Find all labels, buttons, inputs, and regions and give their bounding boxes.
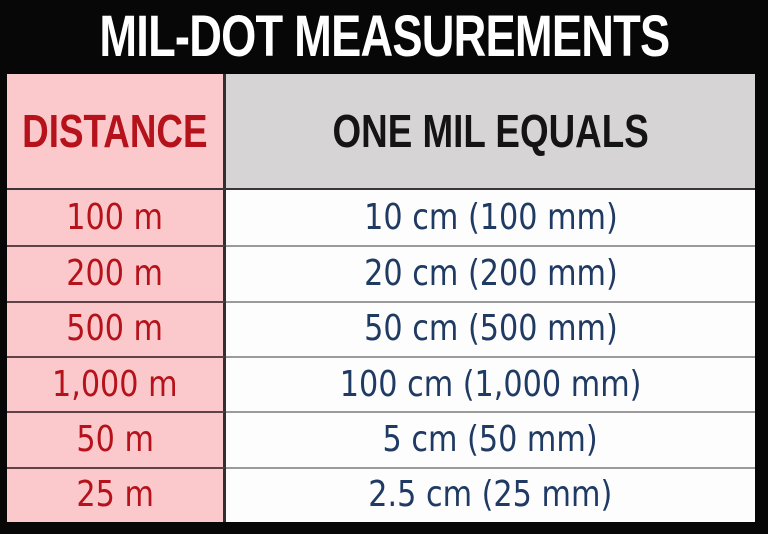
distance-value: 50 m (76, 418, 154, 460)
cell-distance: 25 m (7, 466, 226, 522)
cell-distance: 100 m (7, 190, 226, 246)
header-cell-distance: DISTANCE (7, 74, 226, 188)
cell-one-mil-equals: 20 cm (200 mm) (226, 245, 755, 301)
one-mil-equals-value: 20 cm (200 mm) (363, 252, 618, 294)
column-header-one-mil-equals: ONE MIL EQUALS (332, 105, 649, 157)
one-mil-equals-value: 5 cm (50 mm) (382, 418, 599, 460)
cell-distance: 1,000 m (7, 355, 226, 412)
cell-distance: 50 m (7, 411, 226, 467)
cell-distance: 500 m (7, 300, 226, 356)
mil-dot-table: DISTANCE ONE MIL EQUALS 100 m 10 cm (100… (7, 74, 755, 522)
table-header-row: DISTANCE ONE MIL EQUALS (7, 74, 755, 190)
distance-value: 500 m (66, 308, 164, 350)
cell-distance: 200 m (7, 245, 226, 301)
cell-one-mil-equals: 10 cm (100 mm) (226, 190, 755, 246)
table-row: 1,000 m 100 cm (1,000 mm) (7, 355, 755, 412)
cell-one-mil-equals: 50 cm (500 mm) (226, 300, 755, 356)
title-bar: MIL-DOT MEASUREMENTS (0, 0, 768, 74)
one-mil-equals-value: 10 cm (100 mm) (363, 196, 618, 238)
cell-one-mil-equals: 5 cm (50 mm) (226, 411, 755, 467)
cell-one-mil-equals: 2.5 cm (25 mm) (226, 466, 755, 522)
cell-one-mil-equals: 100 cm (1,000 mm) (226, 355, 755, 412)
table-row: 500 m 50 cm (500 mm) (7, 300, 755, 356)
header-cell-one-mil-equals: ONE MIL EQUALS (226, 74, 755, 188)
distance-value: 100 m (66, 196, 164, 238)
one-mil-equals-value: 2.5 cm (25 mm) (368, 474, 613, 516)
table-row: 50 m 5 cm (50 mm) (7, 411, 755, 467)
table-row: 200 m 20 cm (200 mm) (7, 245, 755, 301)
distance-value: 200 m (66, 252, 164, 294)
one-mil-equals-value: 100 cm (1,000 mm) (339, 363, 642, 405)
column-header-distance: DISTANCE (22, 105, 208, 157)
page-title: MIL-DOT MEASUREMENTS (99, 4, 670, 69)
one-mil-equals-value: 50 cm (500 mm) (363, 308, 618, 350)
distance-value: 25 m (76, 474, 154, 516)
distance-value: 1,000 m (52, 363, 178, 405)
table-row: 25 m 2.5 cm (25 mm) (7, 466, 755, 522)
table-row: 100 m 10 cm (100 mm) (7, 190, 755, 246)
